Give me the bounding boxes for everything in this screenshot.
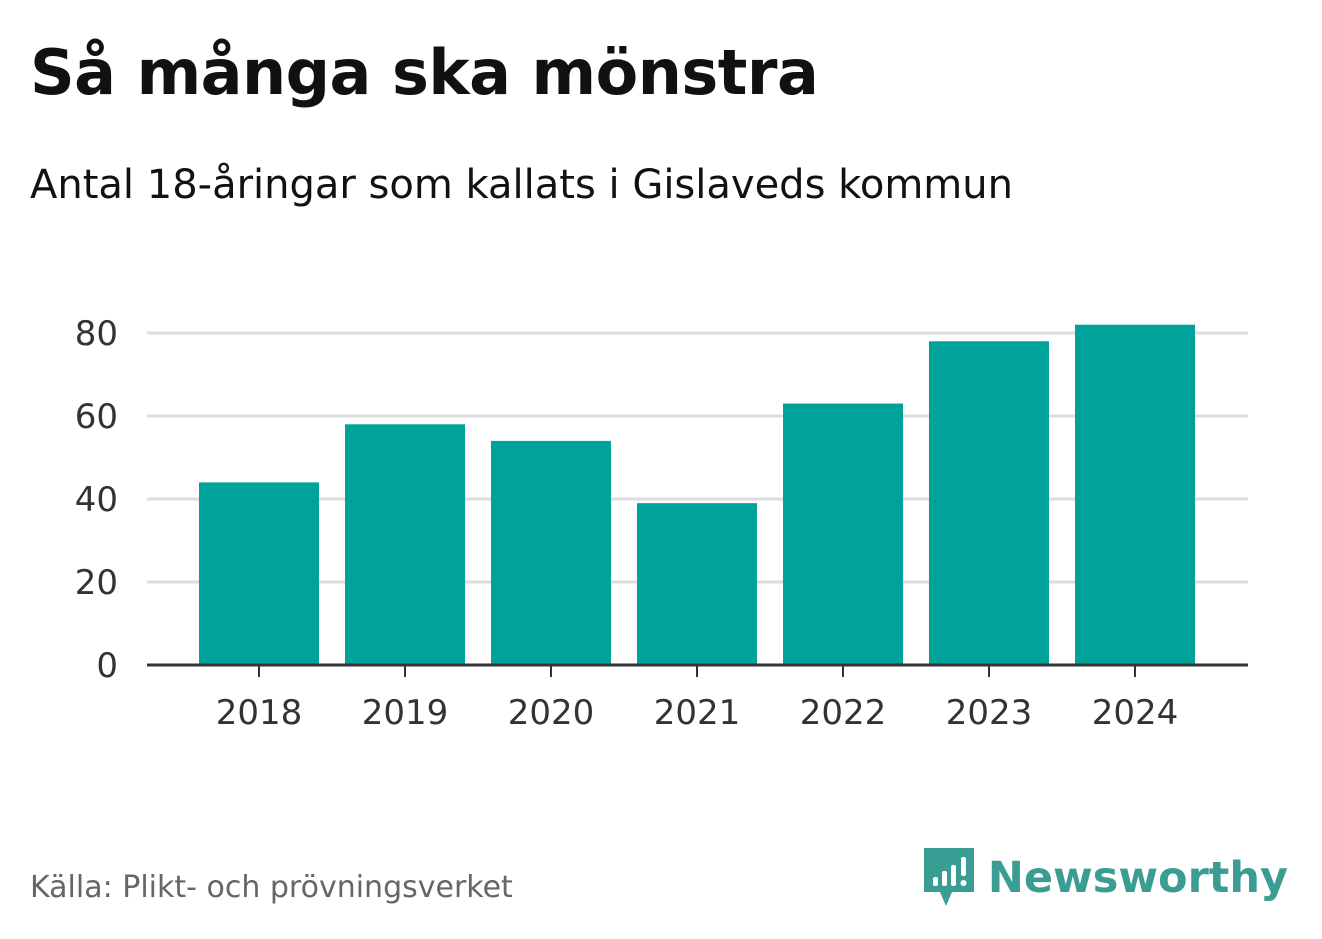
x-axis [147,663,1248,677]
brand-name: Newsworthy [987,853,1288,903]
y-tick-label: 20 [75,563,118,603]
chart-title: Så många ska mönstra [30,36,819,109]
newsworthy-logo-icon [923,848,974,906]
x-tick-label: 2021 [654,693,741,733]
bar-2022 [783,403,903,665]
x-tick-label: 2019 [362,693,449,733]
x-tick-label: 2018 [216,693,303,733]
y-tick-label: 60 [75,397,118,437]
brand: Newsworthy [923,848,1288,908]
y-tick-labels: 0 20 40 60 80 [75,314,118,686]
chart-subtitle: Antal 18-åringar som kallats i Gislaveds… [30,162,1013,208]
bar-2019 [345,424,465,665]
bar-2024 [1075,324,1195,665]
bars [199,324,1195,665]
bar-2021 [637,503,757,665]
x-tick-labels: 2018 2019 2020 2021 2022 2023 2024 [216,693,1179,733]
bar-chart: 0 20 40 60 80 2018 2019 2020 2021 2022 2023 2024 [75,314,1248,733]
bar-2020 [491,440,611,665]
y-tick-label: 0 [96,646,118,686]
x-tick-label: 2024 [1092,693,1179,733]
y-tick-label: 80 [75,314,118,354]
x-tick-label: 2022 [800,693,887,733]
source-note: Källa: Plikt- och prövningsverket [30,870,513,905]
y-tick-label: 40 [75,480,118,520]
bar-2018 [199,482,319,665]
x-tick-label: 2020 [508,693,595,733]
bar-2023 [929,341,1049,665]
x-tick-label: 2023 [946,693,1033,733]
